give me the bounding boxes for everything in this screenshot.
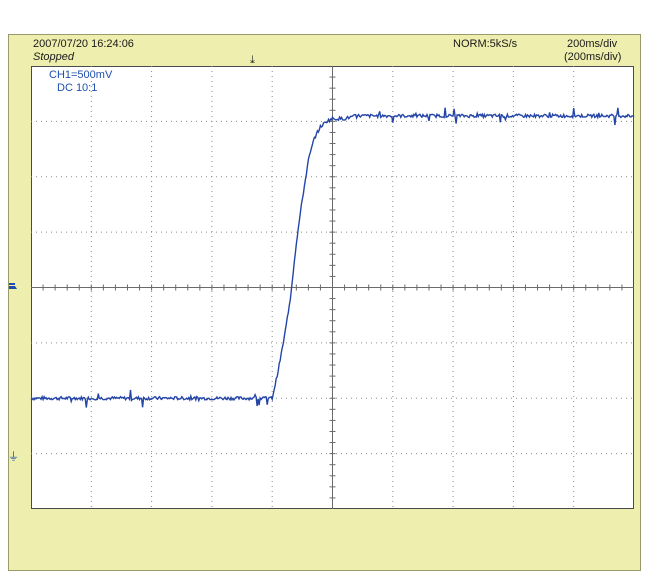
svg-text:⤓: ⤓: [250, 53, 255, 66]
timebase: 200ms/div: [567, 38, 618, 50]
channel-scale: CH1=500mV: [49, 69, 113, 81]
channel-coupling: DC 10:1: [57, 82, 98, 94]
timebase-zoom: (200ms/div): [564, 51, 622, 63]
trigger-position-icon: ⤓: [250, 53, 255, 66]
ground-icon: ⏚: [8, 450, 19, 463]
graticule: [31, 66, 634, 509]
trigger-mode-rate: NORM:5kS/s: [453, 38, 518, 50]
acquisition-status: Stopped: [33, 51, 74, 63]
trigger-level-icon: [9, 283, 17, 289]
ch1-waveform-trace: [30, 107, 635, 408]
svg-text:⏚: ⏚: [8, 450, 19, 463]
capture-datetime: 2007/07/20 16:24:06: [33, 38, 134, 50]
trace-layer: [30, 107, 635, 408]
